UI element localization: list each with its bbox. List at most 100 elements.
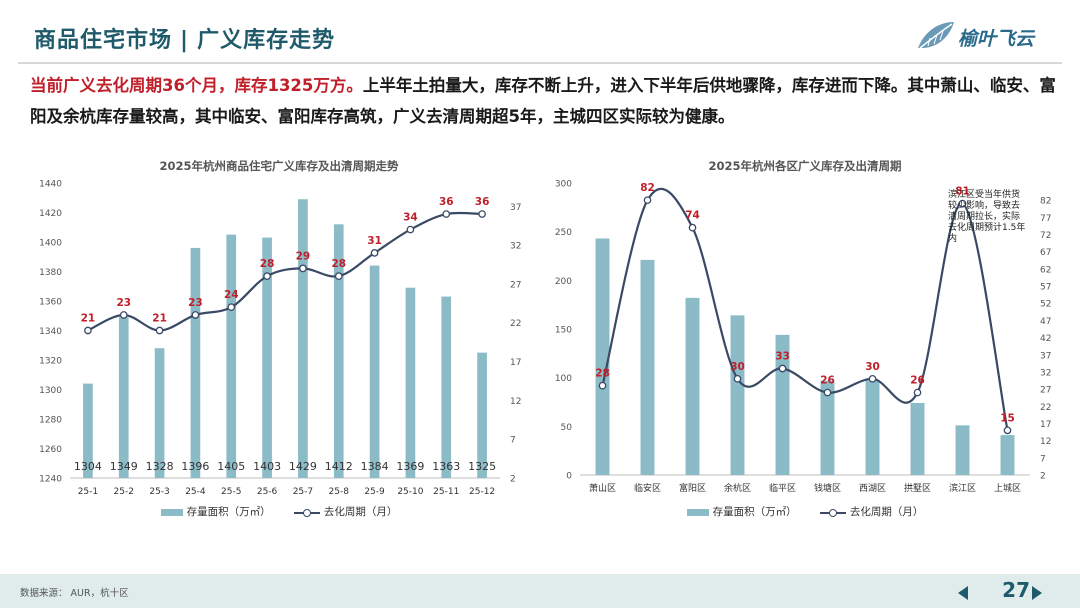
line-point — [191, 311, 200, 319]
x-tick-label: 萧山区 — [589, 482, 616, 494]
line-point — [227, 303, 236, 312]
line-point — [334, 272, 343, 281]
legend-item-line: 去化周期（月） — [819, 504, 923, 519]
x-tick-label: 25-8 — [329, 487, 350, 497]
x-tick-label: 25-2 — [114, 487, 134, 497]
x-tick-label: 25-5 — [221, 487, 241, 497]
x-tick-label: 上城区 — [994, 483, 1021, 494]
line-value-label: 34 — [403, 212, 418, 224]
summary-highlight: 当前广义去化周期36个月，库存1325万方。 — [30, 76, 363, 95]
x-tick-label: 临安区 — [634, 482, 661, 494]
line-value-label: 30 — [730, 361, 745, 373]
x-tick-label: 临平区 — [769, 482, 796, 494]
y-right-tick-label: 37 — [1040, 351, 1051, 361]
line-value-label: 33 — [775, 351, 790, 363]
y-right-tick-label: 32 — [1040, 368, 1051, 378]
leaf-icon — [918, 22, 954, 49]
bar-value-label: 1384 — [361, 460, 389, 473]
x-tick-label: 25-11 — [433, 487, 459, 497]
y-left-tick-label: 250 — [555, 228, 572, 238]
y-right-tick-label: 12 — [1040, 437, 1051, 447]
data-source: 数据来源： AUR，杭十区 — [20, 588, 129, 599]
bar — [685, 297, 700, 475]
y-right-tick-label: 17 — [1040, 420, 1051, 430]
y-left-tick-label: 1240 — [39, 475, 62, 485]
bar — [298, 199, 308, 478]
y-left-tick-label: 1340 — [39, 327, 62, 337]
footer: 数据来源： AUR，杭十区 27 — [0, 574, 1080, 608]
bar — [369, 265, 380, 478]
line-value-label: 26 — [910, 375, 925, 387]
y-right-tick-label: 7 — [1040, 454, 1046, 464]
y-left-tick-label: 150 — [555, 326, 572, 336]
y-left-tick-label: 1420 — [39, 209, 62, 219]
y-left-tick-label: 1400 — [39, 239, 62, 249]
line-point — [406, 225, 415, 234]
next-page-icon[interactable] — [1032, 586, 1042, 600]
y-left-tick-label: 1260 — [39, 445, 62, 455]
bar — [226, 234, 237, 478]
prev-page-icon[interactable] — [958, 586, 968, 600]
x-tick-label: 拱墅区 — [904, 482, 931, 494]
bar-value-label: 1405 — [217, 460, 245, 473]
line-point — [688, 223, 697, 232]
line-point — [478, 210, 486, 218]
y-right-tick-label: 62 — [1040, 265, 1051, 275]
x-tick-label: 25-12 — [469, 487, 495, 497]
line-point — [598, 381, 607, 390]
x-tick-label: 25-3 — [149, 487, 169, 497]
bar-value-label: 1369 — [396, 460, 424, 473]
bar — [730, 315, 745, 475]
x-tick-label: 25-9 — [364, 487, 385, 497]
y-left-tick-label: 1360 — [39, 298, 62, 308]
bar-value-label: 1412 — [325, 460, 353, 473]
brand-logo: 榆叶飞云 — [916, 18, 1056, 54]
bar — [405, 287, 416, 478]
y-left-tick-label: 1280 — [39, 416, 62, 426]
line-value-label: 74 — [685, 210, 700, 222]
page-number: 27 — [1002, 578, 1030, 602]
chart-legend: 存量面积（万㎡） 去化周期（月） — [24, 504, 534, 519]
line-point — [299, 264, 307, 273]
line-point — [1003, 426, 1012, 435]
chart-title: 2025年杭州商品住宅广义库存及出清周期走势 — [159, 159, 399, 173]
y-left-tick-label: 1440 — [39, 180, 62, 190]
x-tick-label: 25-6 — [257, 487, 278, 497]
line-value-label: 82 — [640, 182, 655, 194]
x-tick-label: 富阳区 — [679, 482, 706, 494]
bar-value-label: 1328 — [146, 460, 174, 473]
x-tick-label: 25-4 — [185, 487, 206, 497]
y-right-tick-label: 52 — [1040, 300, 1051, 310]
y-right-tick-label: 72 — [1040, 231, 1051, 241]
line-point — [155, 326, 164, 335]
chart-legend: 存量面积（万㎡） 去化周期（月） — [540, 504, 1070, 519]
bar — [190, 247, 201, 478]
line-value-label: 36 — [439, 196, 454, 208]
chart-district: 2025年杭州各区广义库存及出清周期 0 50 100 150 200 250 300 2 7 1… — [540, 150, 1070, 530]
y-right-tick-label: 12 — [510, 397, 521, 407]
y-left-tick-label: 50 — [561, 423, 573, 433]
y-right-tick-label: 27 — [1040, 386, 1051, 396]
line-point — [84, 326, 92, 335]
line-value-label: 24 — [224, 289, 239, 301]
y-right-tick-label: 82 — [1040, 197, 1051, 207]
line-point — [643, 196, 652, 205]
header-divider — [18, 62, 1062, 64]
x-tick-label: 25-1 — [78, 487, 98, 497]
summary-rest: 上半年土拍量大，库存不断上升，进入下半年后供地骤降，库存进而下降。其中萧山、临安… — [30, 76, 1056, 126]
line-point — [442, 210, 451, 218]
bar-value-label: 1396 — [181, 460, 209, 473]
line-value-label: 23 — [188, 297, 203, 309]
x-tick-label: 西湖区 — [859, 483, 886, 494]
y-left-tick-label: 100 — [555, 374, 572, 384]
bar-value-label: 1304 — [74, 460, 102, 473]
legend-item-bar: 存量面积（万㎡） — [160, 504, 271, 519]
y-right-tick-label: 2 — [1040, 472, 1046, 482]
page-title: 商品住宅市场 | 广义库存走势 — [34, 22, 335, 54]
line-point — [778, 364, 787, 373]
page-title-right: 广义库存走势 — [197, 28, 336, 53]
bar — [262, 237, 272, 478]
bar-value-label: 1325 — [468, 460, 496, 473]
bar — [910, 402, 925, 475]
y-left-tick-label: 0 — [566, 472, 572, 482]
